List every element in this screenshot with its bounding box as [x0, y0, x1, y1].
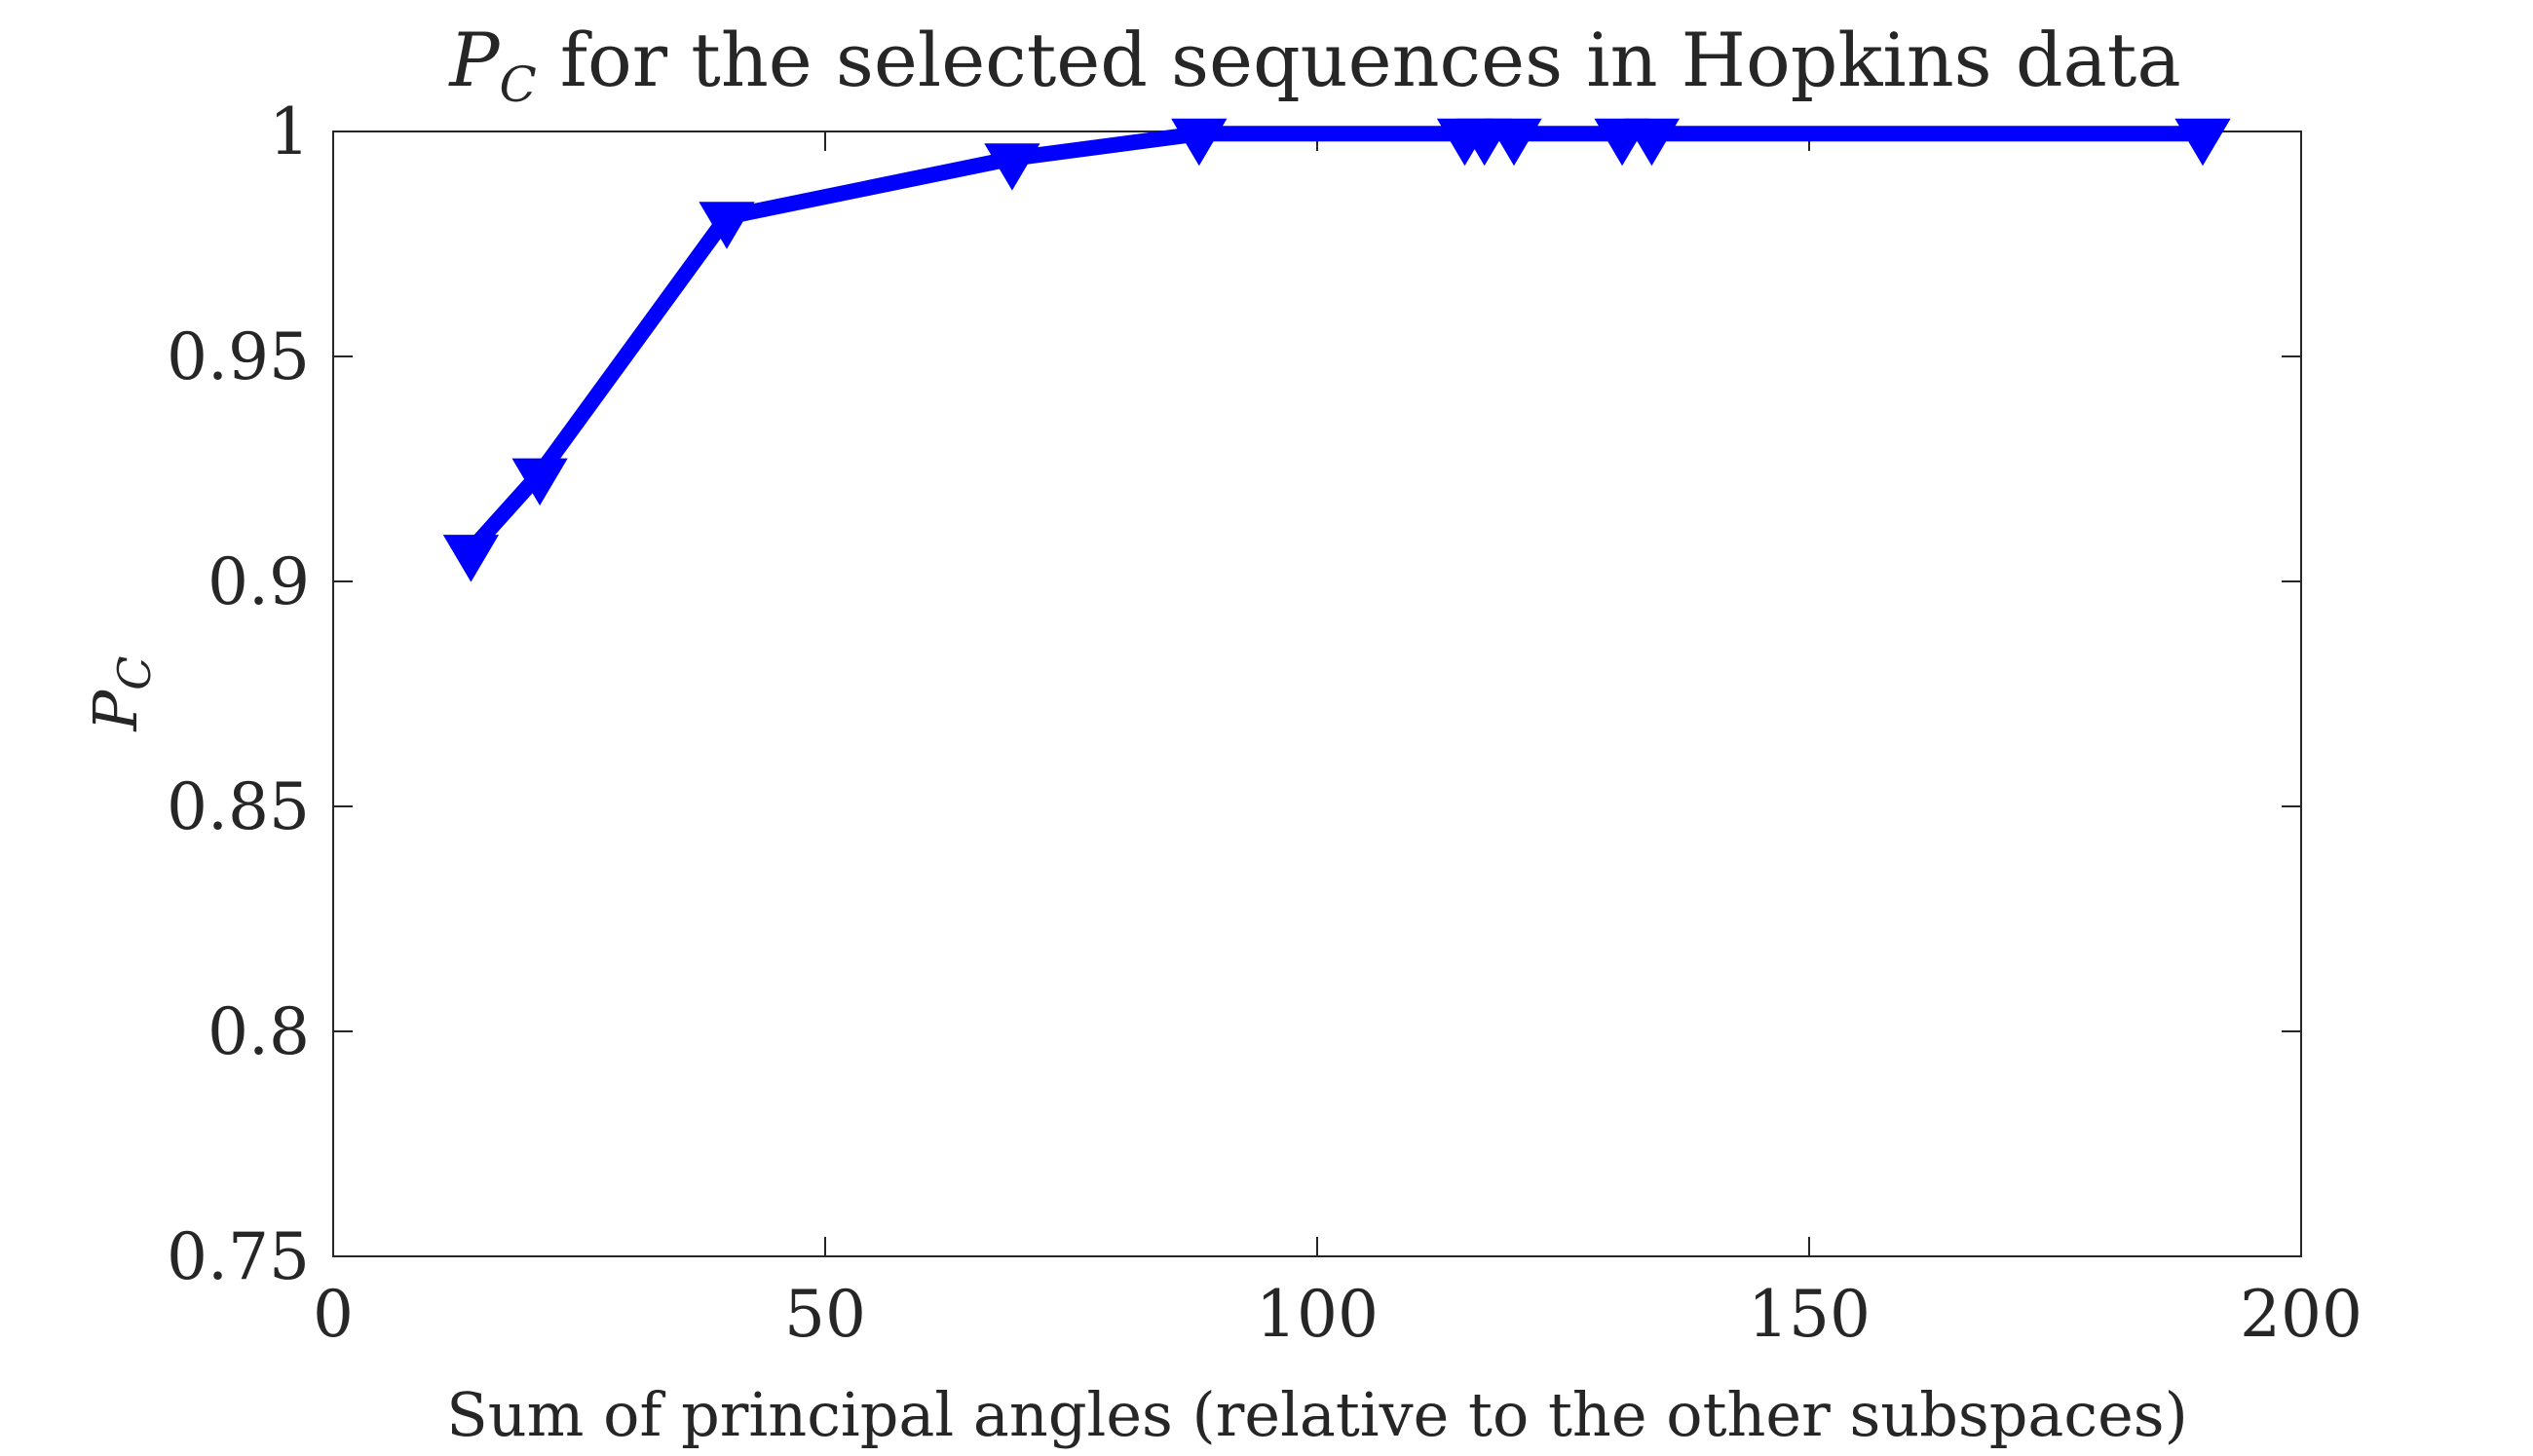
data-point-marker	[1486, 118, 1542, 167]
series-layer	[442, 118, 2231, 582]
data-point-marker	[1171, 118, 1228, 167]
y-axis-label-subscript: C	[108, 656, 161, 691]
chart-title: PC for the selected sequences in Hopkins…	[447, 17, 2180, 113]
plot-frame	[332, 131, 2302, 1257]
data-point-marker	[1623, 118, 1681, 167]
y-axis-label-base: P	[80, 689, 151, 731]
x-tick-label: 150	[1748, 1277, 1871, 1352]
x-tick-label: 200	[2240, 1277, 2363, 1352]
data-point-marker	[442, 535, 500, 582]
chart-title-rest: for the selected sequences in Hopkins da…	[537, 17, 2181, 103]
y-tick-label: 0.85	[167, 769, 310, 844]
chart-title-subscript: C	[499, 56, 536, 113]
data-point-marker	[511, 458, 568, 506]
series-line	[465, 126, 2203, 556]
y-tick-label: 1	[269, 94, 310, 169]
y-tick-labels: 0.75 0.8 0.85 0.9 0.95 1	[167, 94, 310, 1294]
y-tick-label: 0.75	[167, 1219, 310, 1294]
y-tick-label: 0.95	[167, 319, 310, 394]
data-point-marker	[984, 143, 1040, 191]
x-axis-label: Sum of principal angles (relative to the…	[446, 1379, 2188, 1450]
y-axis-label: PC	[80, 656, 161, 732]
data-point-marker	[699, 202, 755, 249]
x-tick-labels: 0 50 100 150 200	[313, 1277, 2363, 1352]
x-tick-label: 100	[1256, 1277, 1379, 1352]
y-tick-label: 0.9	[208, 544, 310, 619]
x-tick-label: 0	[313, 1277, 354, 1352]
x-tick-label: 50	[784, 1277, 866, 1352]
y-tick-label: 0.8	[208, 994, 310, 1069]
chart-title-prefix: P	[447, 17, 501, 103]
data-point-marker	[2174, 118, 2231, 167]
ticks-layer	[332, 131, 2302, 1257]
